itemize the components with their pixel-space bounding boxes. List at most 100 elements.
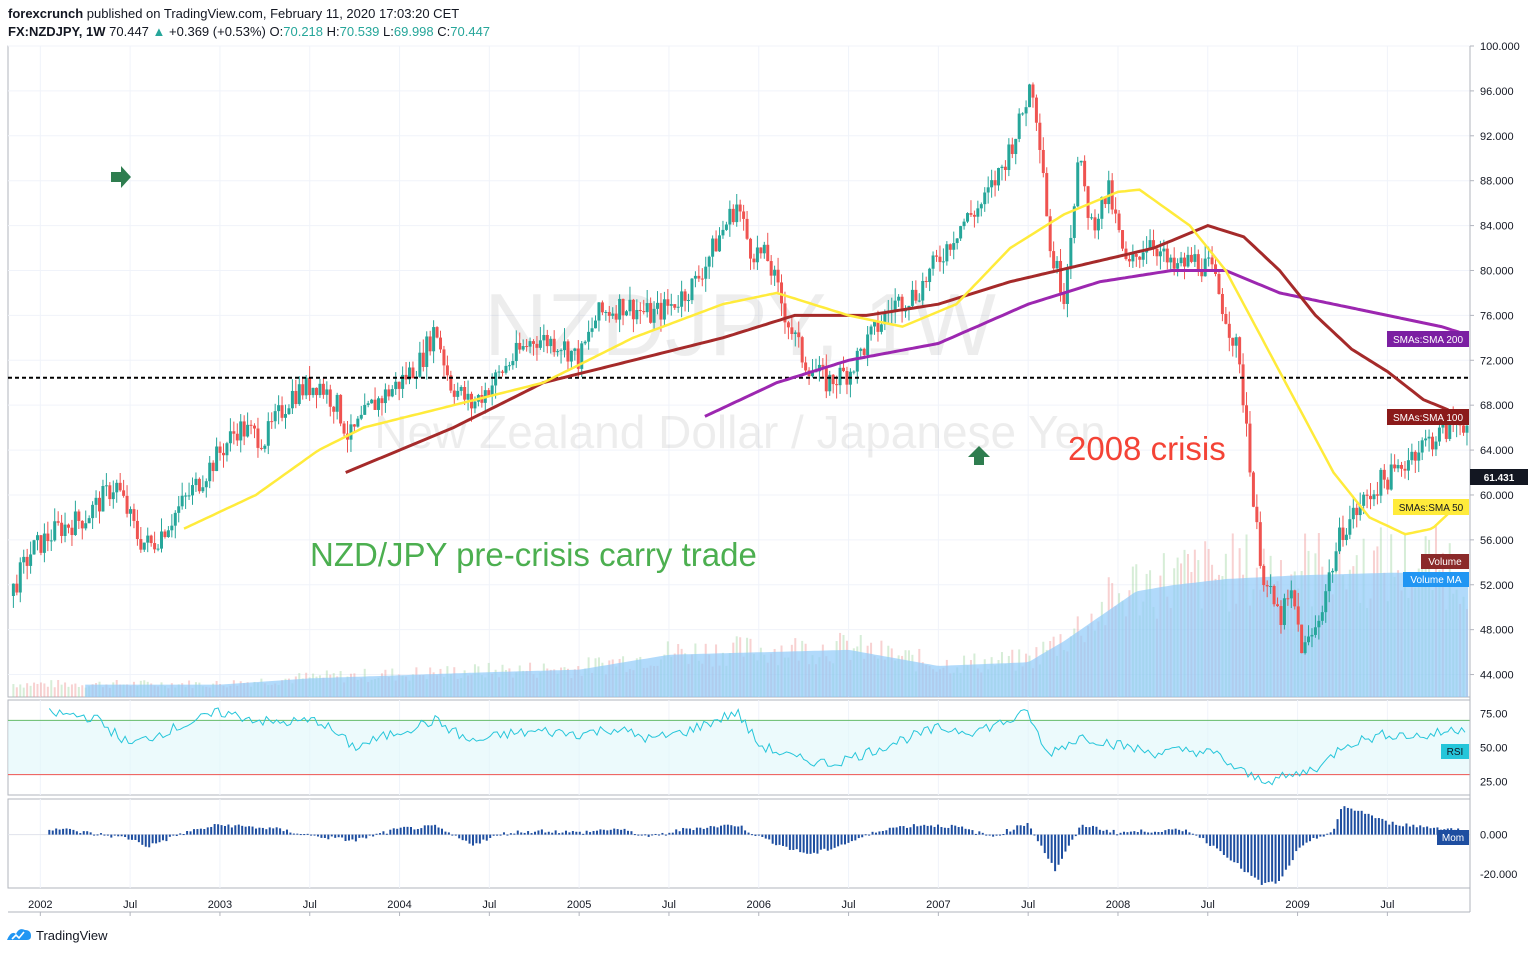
mom-bar [89, 832, 92, 835]
author-name[interactable]: forexcrunch [8, 6, 84, 21]
mom-bar [427, 825, 430, 835]
mom-bar [1081, 824, 1084, 835]
mom-bar [1122, 831, 1125, 835]
candle-body [556, 351, 560, 353]
symbol-name[interactable]: FX:NZDJPY, 1W [8, 24, 106, 39]
mom-bar [1091, 825, 1094, 835]
candle-body [883, 312, 887, 325]
candle-body [22, 556, 26, 563]
volume-bar [33, 682, 36, 697]
candle-body [917, 300, 921, 302]
mom-bar [1136, 832, 1139, 835]
candle-body [693, 275, 697, 279]
mom-bar [885, 830, 888, 835]
candle-body [738, 204, 742, 212]
candle-body [473, 401, 477, 409]
candle-body [435, 327, 439, 338]
candle-body [1083, 160, 1087, 187]
watermark-name: New Zealand Dollar / Japanese Yen [374, 406, 1105, 458]
mom-bar [1384, 820, 1387, 835]
mom-bar [189, 831, 192, 835]
arrow-up-icon[interactable] [968, 446, 990, 465]
price-label: 61.431 [1470, 469, 1528, 485]
mom-bar [509, 833, 512, 835]
candle-body [1282, 598, 1286, 625]
candle-body [1307, 636, 1311, 643]
mom-bar [330, 834, 333, 837]
arrow-right-icon[interactable] [111, 166, 131, 188]
mom-bar [861, 834, 864, 838]
mom-bar [261, 827, 264, 835]
mom-bar [1160, 831, 1163, 835]
mom-bar [1064, 834, 1067, 852]
candle-body [721, 229, 725, 236]
candle-body [35, 535, 39, 541]
mom-bar [120, 834, 123, 837]
candle-body [352, 424, 356, 427]
candle-body [649, 303, 653, 323]
mom-bar [1274, 834, 1277, 884]
mom-bar [1226, 834, 1229, 858]
mom-bar [843, 834, 846, 845]
candle-body [1131, 253, 1135, 262]
candle-body [487, 390, 491, 397]
mom-bar [926, 825, 929, 835]
candle-body [1403, 468, 1407, 471]
time-tick-label: Jul [842, 899, 856, 911]
mom-bar [709, 825, 712, 835]
mom-bar [1026, 822, 1029, 835]
mom-bar [1071, 834, 1074, 840]
volume-bar [64, 682, 67, 697]
candle-body [931, 255, 935, 269]
mom-bar [1023, 825, 1026, 835]
mom-bar [788, 834, 791, 850]
mom-bar [795, 834, 798, 850]
candle-body [1369, 495, 1373, 500]
candle-body [197, 478, 201, 492]
candle-body [177, 506, 181, 513]
candle-body [528, 341, 532, 347]
candle-body [1300, 624, 1304, 654]
candle-body [687, 299, 691, 301]
mom-bar [372, 834, 375, 837]
mom-bar [1388, 824, 1391, 835]
mom-bar [1178, 829, 1181, 835]
tradingview-footer[interactable]: TradingView [6, 927, 108, 943]
mom-bar [496, 834, 499, 836]
candle-body [979, 204, 983, 209]
mom-bar [1016, 825, 1019, 835]
mom-bar [916, 826, 919, 835]
candle-body [1041, 149, 1045, 174]
price-tick-label: 72.000 [1480, 355, 1514, 367]
candle-body [1200, 271, 1204, 277]
mom-bar [416, 829, 419, 835]
mom-bar [1343, 806, 1346, 835]
mom-bar [361, 834, 364, 838]
price-change: +0.369 (+0.53%) [169, 24, 266, 39]
mom-bar [558, 833, 561, 835]
candle-body [945, 244, 949, 262]
mom-bar [740, 825, 743, 835]
volume-bar [12, 684, 15, 697]
volume-ma-area [85, 572, 1469, 697]
candle-body [621, 298, 625, 316]
mom-bar [65, 828, 68, 835]
mom-bar [1402, 826, 1405, 835]
time-tick-label: 2005 [567, 899, 591, 911]
mom-tick-label: -20.000 [1480, 869, 1517, 881]
rsi-line [48, 707, 1466, 786]
candle-body [628, 299, 632, 312]
mom-bar [313, 834, 316, 836]
candle-body [697, 275, 701, 279]
candle-body [242, 421, 246, 437]
candle-body [1072, 206, 1076, 238]
candle-body [304, 377, 308, 396]
candle-body [1003, 166, 1007, 170]
mom-bar [1278, 834, 1281, 881]
mom-bar [158, 834, 161, 843]
mom-bar [733, 826, 736, 835]
candle-body [935, 255, 939, 257]
carry-trade-annotation[interactable]: NZD/JPY pre-crisis carry trade [310, 536, 757, 573]
crisis-annotation[interactable]: 2008 crisis [1068, 430, 1226, 467]
